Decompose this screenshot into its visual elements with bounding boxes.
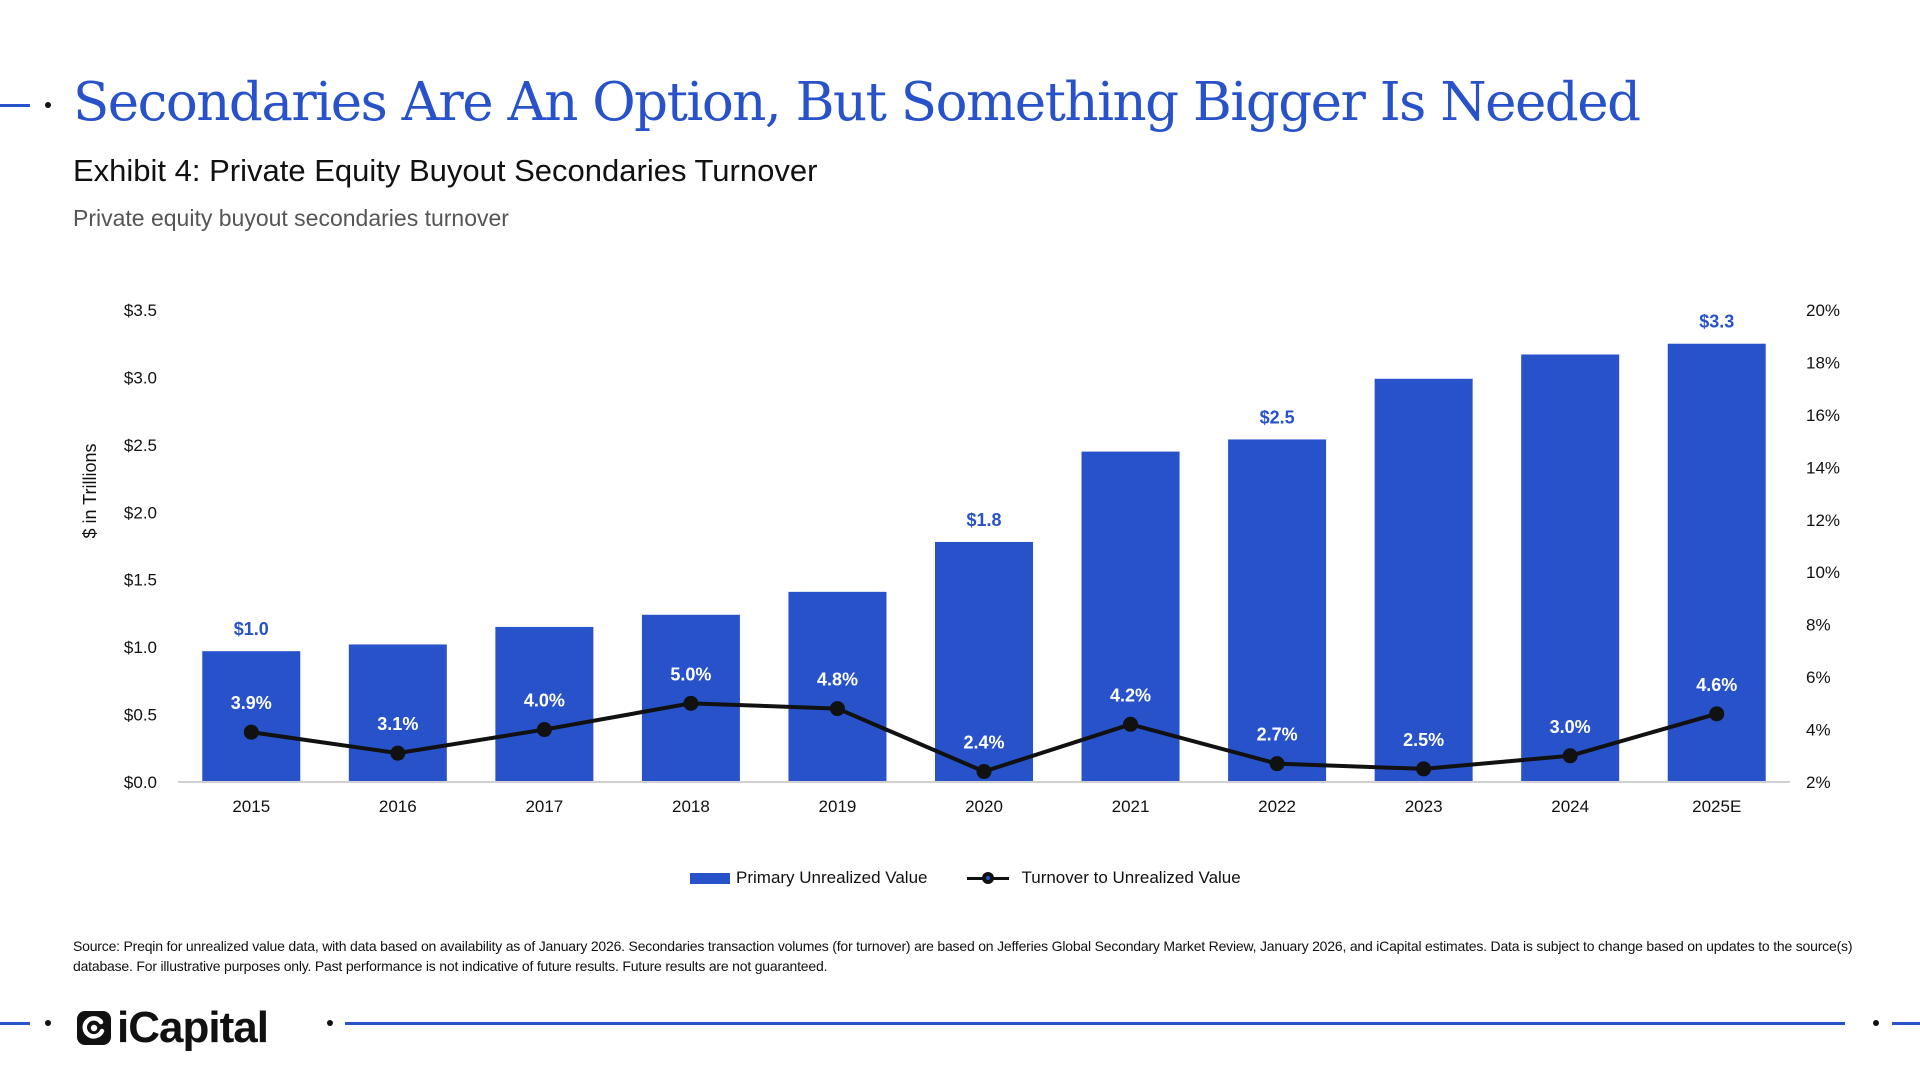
y2-tick-label: 16% [1806,406,1840,425]
bar-2015 [202,651,301,782]
y-tick-label: $0.5 [124,706,157,725]
y2-tick-label: 14% [1806,458,1840,477]
turnover-point-2018 [683,695,699,711]
footer-rule [345,1022,1845,1025]
turnover-point-2022 [1269,756,1285,772]
turnover-value-label: 3.0% [1550,717,1591,737]
y-axis-title: $ in Trillions [80,443,100,538]
footer-line-dot-left [327,1020,333,1026]
chart-legend: Primary Unrealized Value Turnover to Unr… [690,868,1281,888]
bar-2017 [495,626,594,782]
x-tick-label: 2023 [1405,797,1443,816]
turnover-point-2017 [536,722,552,738]
x-tick-label: 2015 [232,797,270,816]
turnover-value-label: 2.5% [1403,730,1444,750]
bar-value-label: $2.5 [1260,407,1295,427]
turnover-value-label: 3.9% [231,693,272,713]
turnover-value-label: 5.0% [670,664,711,684]
y-tick-label: $2.5 [124,436,157,455]
x-tick-label: 2025E [1692,797,1741,816]
y2-tick-label: 20% [1806,301,1840,320]
x-tick-label: 2021 [1112,797,1150,816]
bar-2020 [935,541,1033,782]
legend-line-label: Turnover to Unrealized Value [1021,868,1241,887]
x-tick-label: 2024 [1551,797,1589,816]
legend-line-swatch [967,872,1010,884]
x-tick-label: 2016 [379,797,417,816]
footer-accent-dash-right [1892,1022,1920,1025]
header-accent-dot [45,102,51,108]
source-note: Source: Preqin for unrealized value data… [73,938,1853,974]
legend-item-bar: Primary Unrealized Value [690,868,927,888]
legend-bar-label: Primary Unrealized Value [736,868,928,887]
legend-bar-swatch [690,872,730,884]
bar-value-label: $1.0 [234,619,269,639]
turnover-point-2015 [243,724,259,740]
bar-2024 [1521,354,1620,782]
turnover-value-label: 2.7% [1257,725,1298,745]
turnover-value-label: 2.4% [963,733,1004,753]
y-tick-label: $3.5 [124,301,157,320]
y-tick-label: $1.0 [124,638,157,657]
page-title: Secondaries Are An Option, But Something… [73,72,1641,133]
turnover-point-2016 [390,745,406,761]
turnover-point-2025E [1709,706,1725,722]
logo-wordmark: iCapital [117,1003,269,1052]
y-tick-label: $2.0 [124,503,157,522]
y2-tick-label: 4% [1806,721,1831,740]
x-tick-label: 2018 [672,797,710,816]
chart-subtitle: Private equity buyout secondaries turnov… [73,205,509,231]
x-tick-label: 2019 [819,797,857,816]
exhibit-title: Exhibit 4: Private Equity Buyout Seconda… [73,153,818,188]
y2-tick-label: 6% [1806,668,1831,687]
y2-tick-label: 10% [1806,563,1840,582]
turnover-point-2019 [829,701,845,717]
turnover-point-2020 [976,764,992,780]
y2-tick-label: 8% [1806,616,1831,635]
secondaries-turnover-chart: $0.0 $0.5 $1.0 $1.5 $2.0 $2.5 $3.0 $3.5 2% 4% 6% 8%… [80,301,1840,816]
y-tick-label: $1.5 [124,571,157,590]
icapital-logo: iCapital [77,1003,269,1053]
turnover-point-2021 [1123,716,1139,732]
bar-2023 [1374,378,1473,782]
turnover-value-label: 4.2% [1110,685,1151,705]
footer-accent-dash [0,1022,30,1025]
turnover-value-label: 3.1% [377,714,418,734]
bar-value-label: $3.3 [1699,312,1734,332]
bar-2019 [788,591,887,782]
turnover-value-label: 4.0% [524,691,565,711]
legend-item-line: Turnover to Unrealized Value [967,868,1241,888]
x-tick-label: 2022 [1258,797,1296,816]
footer-line-dot-right [1873,1020,1879,1026]
y-tick-label: $3.0 [124,368,157,387]
bar-2022 [1228,439,1327,782]
bar-value-label: $1.8 [966,510,1001,530]
x-tick-label: 2017 [525,797,563,816]
header-accent-dash [0,104,30,107]
y-tick-label: $0.0 [124,773,157,792]
turnover-point-2024 [1562,748,1578,764]
icapital-logo-mark-icon [77,1011,111,1045]
y2-tick-label: 12% [1806,511,1840,530]
turnover-value-label: 4.6% [1696,675,1737,695]
turnover-value-label: 4.8% [817,670,858,690]
x-tick-label: 2020 [965,797,1003,816]
footer-accent-dot-left [45,1020,51,1026]
y2-tick-label: 18% [1806,353,1840,372]
y2-tick-label: 2% [1806,773,1831,792]
turnover-point-2023 [1416,761,1432,777]
